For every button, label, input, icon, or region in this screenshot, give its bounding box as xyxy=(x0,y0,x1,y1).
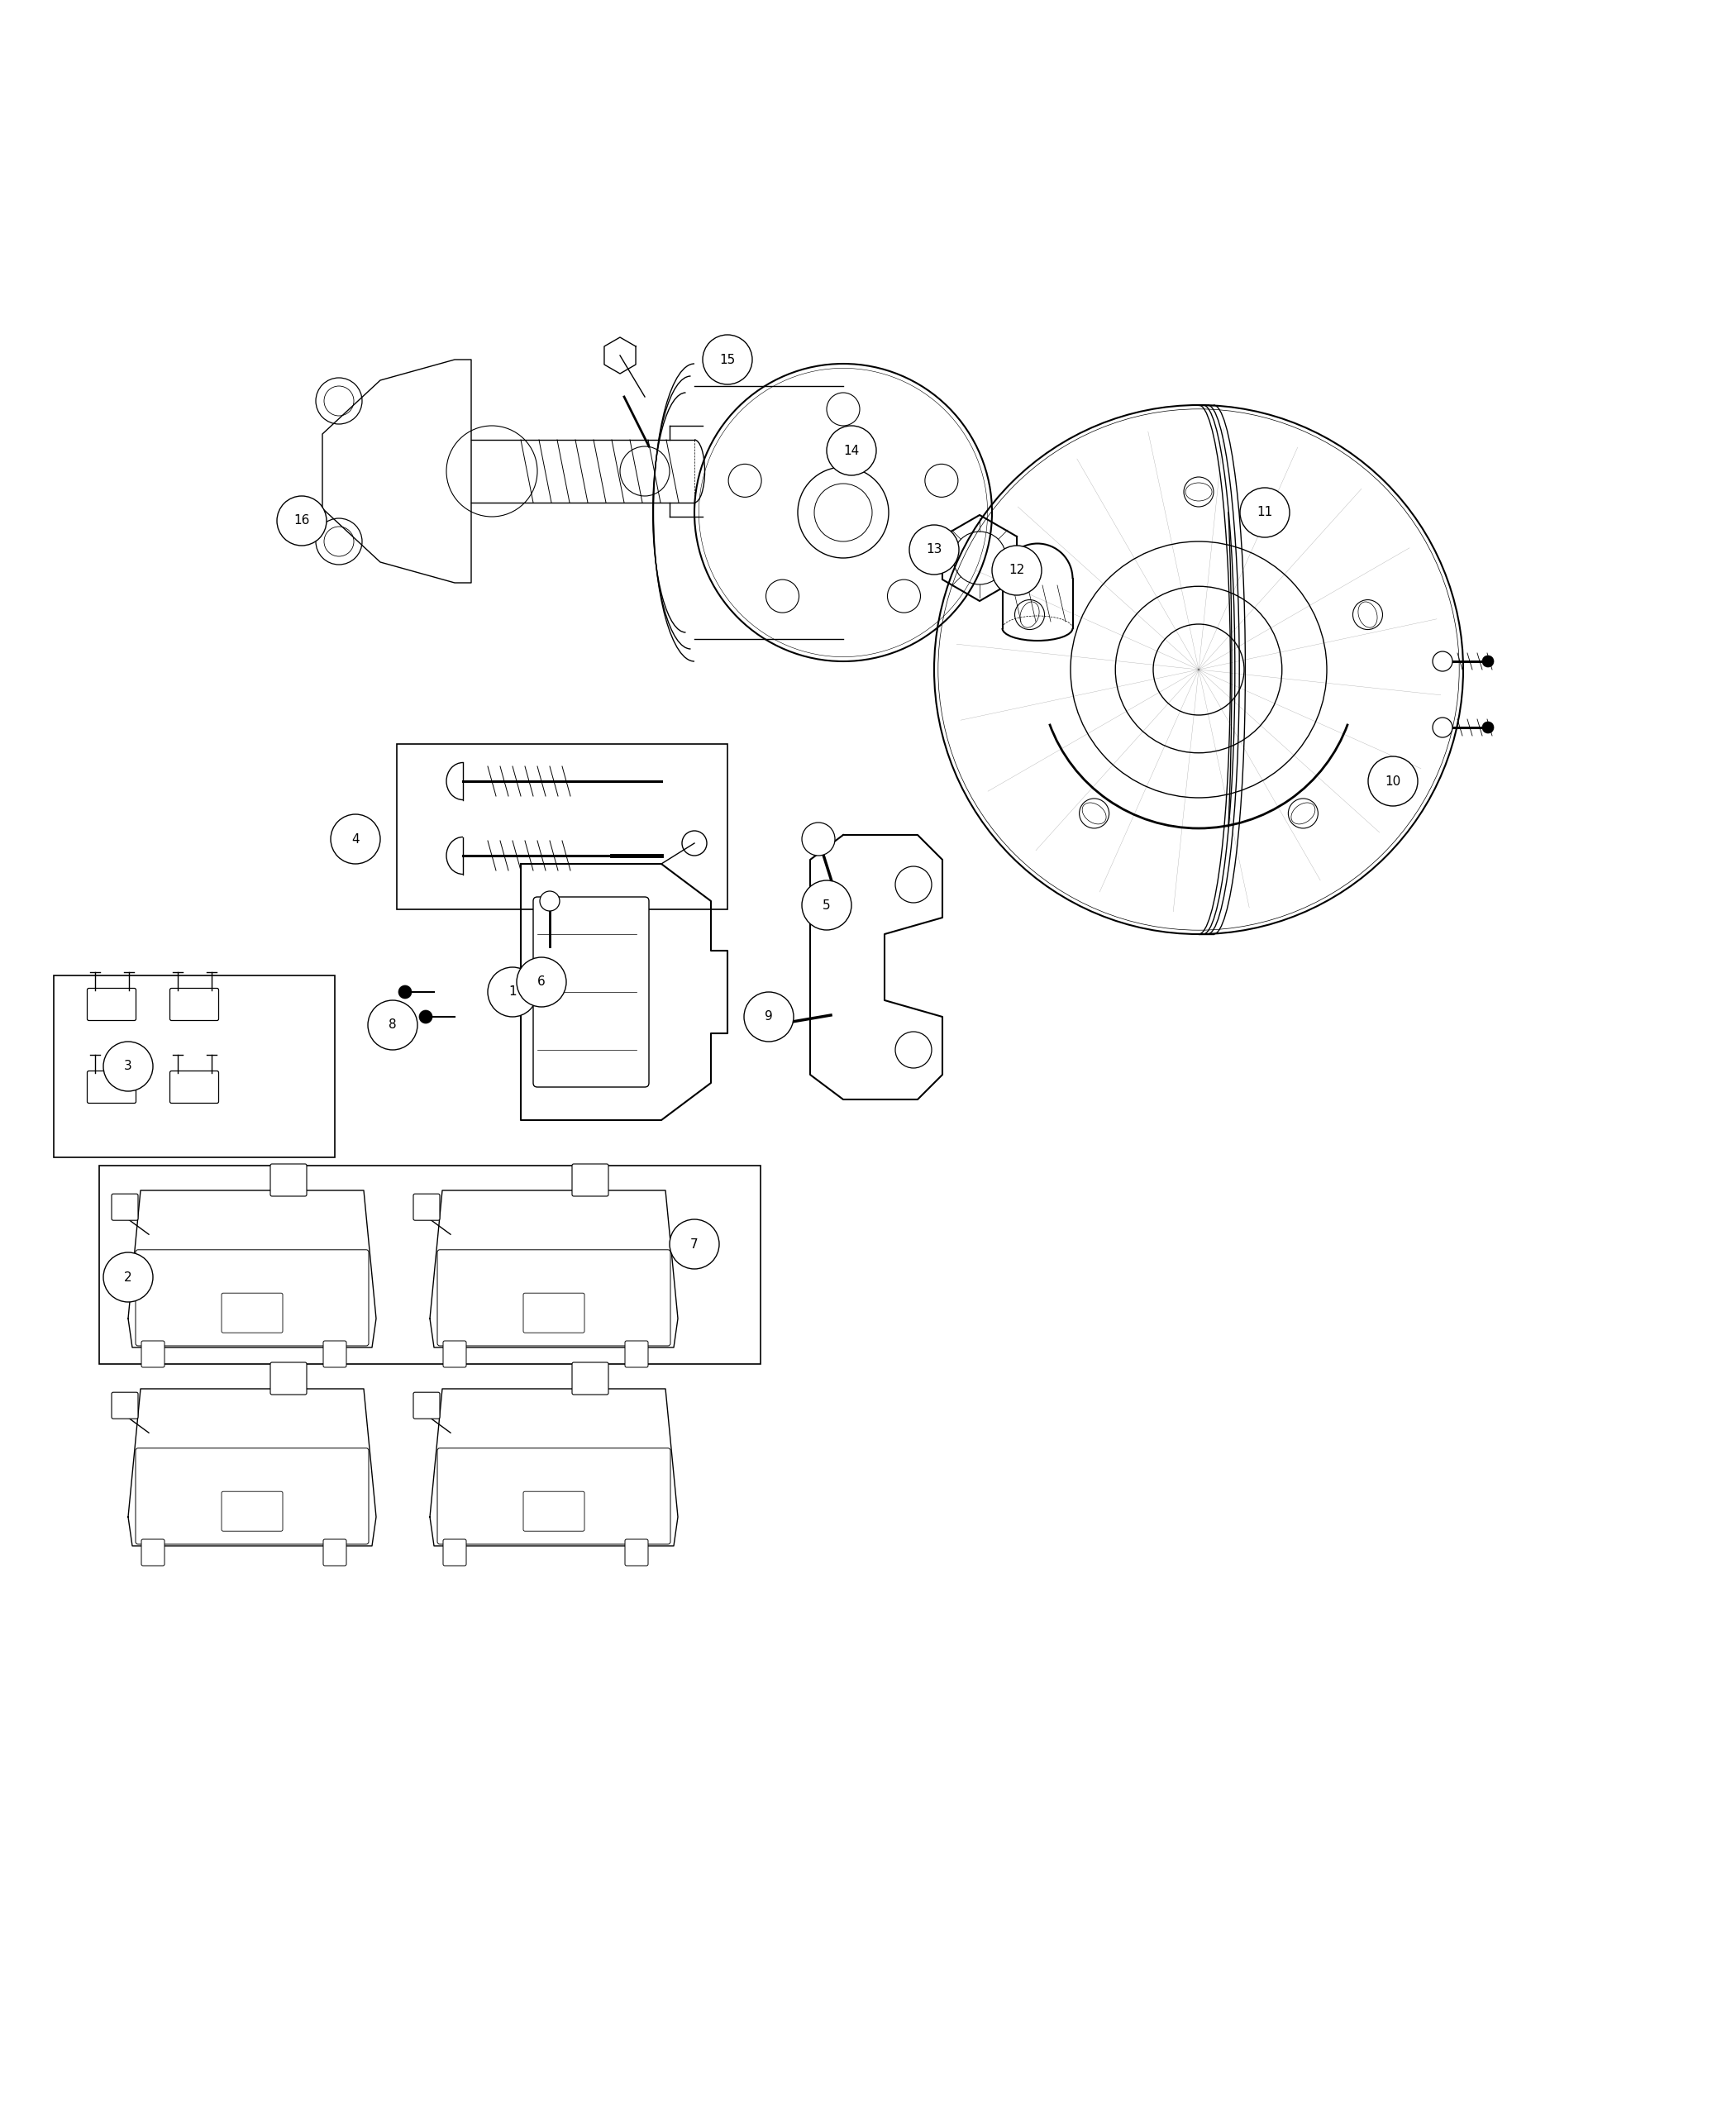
Circle shape xyxy=(330,814,380,864)
Text: 16: 16 xyxy=(293,514,309,527)
Text: 11: 11 xyxy=(1257,506,1272,519)
FancyBboxPatch shape xyxy=(135,1448,368,1545)
FancyBboxPatch shape xyxy=(437,1250,670,1345)
FancyBboxPatch shape xyxy=(111,1193,139,1221)
FancyBboxPatch shape xyxy=(523,1492,585,1530)
FancyBboxPatch shape xyxy=(271,1164,307,1195)
Text: 4: 4 xyxy=(351,833,359,845)
Circle shape xyxy=(1432,717,1453,738)
FancyBboxPatch shape xyxy=(222,1492,283,1530)
FancyBboxPatch shape xyxy=(413,1193,439,1221)
Circle shape xyxy=(488,968,538,1016)
FancyBboxPatch shape xyxy=(443,1341,467,1368)
Circle shape xyxy=(278,495,326,546)
Circle shape xyxy=(745,993,793,1041)
Circle shape xyxy=(826,426,877,474)
FancyBboxPatch shape xyxy=(170,989,219,1020)
Text: 5: 5 xyxy=(823,898,830,911)
Text: 1: 1 xyxy=(509,987,517,999)
Circle shape xyxy=(1240,487,1290,538)
FancyBboxPatch shape xyxy=(170,1071,219,1102)
Circle shape xyxy=(540,892,559,911)
Text: 14: 14 xyxy=(844,445,859,457)
FancyBboxPatch shape xyxy=(323,1341,347,1368)
Circle shape xyxy=(104,1252,153,1303)
Circle shape xyxy=(910,525,958,575)
Bar xyxy=(99,1166,760,1364)
Text: 9: 9 xyxy=(766,1010,773,1022)
FancyBboxPatch shape xyxy=(625,1341,648,1368)
FancyBboxPatch shape xyxy=(573,1362,608,1395)
FancyBboxPatch shape xyxy=(625,1539,648,1566)
FancyBboxPatch shape xyxy=(413,1391,439,1419)
FancyBboxPatch shape xyxy=(271,1362,307,1395)
Bar xyxy=(398,744,727,909)
Circle shape xyxy=(670,1218,719,1269)
Circle shape xyxy=(759,1010,788,1039)
Circle shape xyxy=(1368,757,1418,805)
FancyBboxPatch shape xyxy=(141,1539,165,1566)
FancyBboxPatch shape xyxy=(222,1292,283,1332)
Circle shape xyxy=(1483,656,1493,666)
Circle shape xyxy=(399,984,411,999)
Text: 6: 6 xyxy=(538,976,545,989)
Text: 7: 7 xyxy=(691,1237,698,1250)
FancyBboxPatch shape xyxy=(87,989,135,1020)
Circle shape xyxy=(802,822,835,856)
Text: 13: 13 xyxy=(925,544,943,557)
FancyBboxPatch shape xyxy=(573,1164,608,1195)
FancyBboxPatch shape xyxy=(533,896,649,1088)
Circle shape xyxy=(104,1041,153,1092)
Circle shape xyxy=(418,1010,432,1022)
Text: 10: 10 xyxy=(1385,776,1401,788)
FancyBboxPatch shape xyxy=(87,1071,135,1102)
Bar xyxy=(54,976,335,1157)
Circle shape xyxy=(368,1001,417,1050)
FancyBboxPatch shape xyxy=(523,1292,585,1332)
Circle shape xyxy=(991,546,1042,594)
FancyBboxPatch shape xyxy=(323,1539,347,1566)
FancyBboxPatch shape xyxy=(111,1391,139,1419)
Circle shape xyxy=(1483,721,1493,734)
Text: 3: 3 xyxy=(123,1060,132,1073)
Text: 12: 12 xyxy=(1009,565,1024,578)
Circle shape xyxy=(703,335,752,384)
Circle shape xyxy=(1432,651,1453,670)
FancyBboxPatch shape xyxy=(437,1448,670,1545)
Text: 15: 15 xyxy=(719,354,736,367)
Circle shape xyxy=(517,957,566,1008)
FancyBboxPatch shape xyxy=(443,1539,467,1566)
FancyBboxPatch shape xyxy=(135,1250,368,1345)
Text: 8: 8 xyxy=(389,1018,396,1031)
Circle shape xyxy=(802,881,851,930)
FancyBboxPatch shape xyxy=(141,1341,165,1368)
Text: 2: 2 xyxy=(125,1271,132,1284)
